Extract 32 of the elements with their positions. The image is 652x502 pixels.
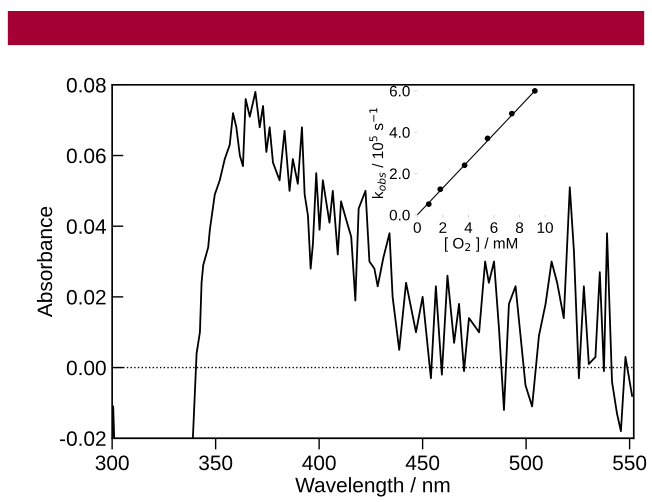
x-tick-label: 550 bbox=[613, 455, 646, 470]
point bbox=[437, 186, 444, 192]
point bbox=[426, 201, 432, 207]
x-axis-title: [ O$_{2}$ ] / mM bbox=[444, 237, 518, 252]
y-tick-label: 4.0 bbox=[389, 127, 410, 138]
y-tick-label: 0.04 bbox=[66, 219, 106, 234]
x-tick-label: 450 bbox=[406, 455, 440, 470]
x-tick-label: 300 bbox=[96, 455, 129, 470]
x-tick-label: 2 bbox=[439, 222, 446, 233]
x-tick-label: 400 bbox=[302, 455, 336, 470]
y-axis-title: k$_{obs}$ / 10$^{5}$ s$^{−1}$ bbox=[369, 108, 386, 198]
x-tick-label: 8 bbox=[516, 222, 524, 234]
point bbox=[508, 110, 515, 116]
x-tick-label: 6 bbox=[490, 222, 498, 234]
y-axis-title: Absorbance bbox=[36, 206, 52, 318]
y-tick-label: -0.02 bbox=[60, 431, 106, 446]
y-tick-label: 0.06 bbox=[66, 148, 106, 164]
x-tick-label: 350 bbox=[199, 455, 232, 470]
x-tick-label: 10 bbox=[538, 222, 553, 234]
x-tick-label: 500 bbox=[510, 455, 543, 470]
y-tick-label: 2.0 bbox=[390, 168, 410, 180]
y-tick-label: 0.02 bbox=[66, 290, 106, 305]
x-axis-title: Wavelength / nm bbox=[295, 477, 450, 497]
y-tick-label: 6.0 bbox=[390, 86, 410, 97]
point bbox=[484, 136, 490, 142]
y-tick-label: 0.08 bbox=[66, 78, 106, 93]
point bbox=[462, 162, 468, 168]
x-tick-label: 4 bbox=[464, 222, 472, 233]
x-tick-label: 0 bbox=[414, 222, 421, 234]
y-tick-label: 0.0 bbox=[390, 210, 410, 221]
y-tick-label: 0.00 bbox=[66, 360, 106, 376]
point bbox=[532, 88, 538, 94]
